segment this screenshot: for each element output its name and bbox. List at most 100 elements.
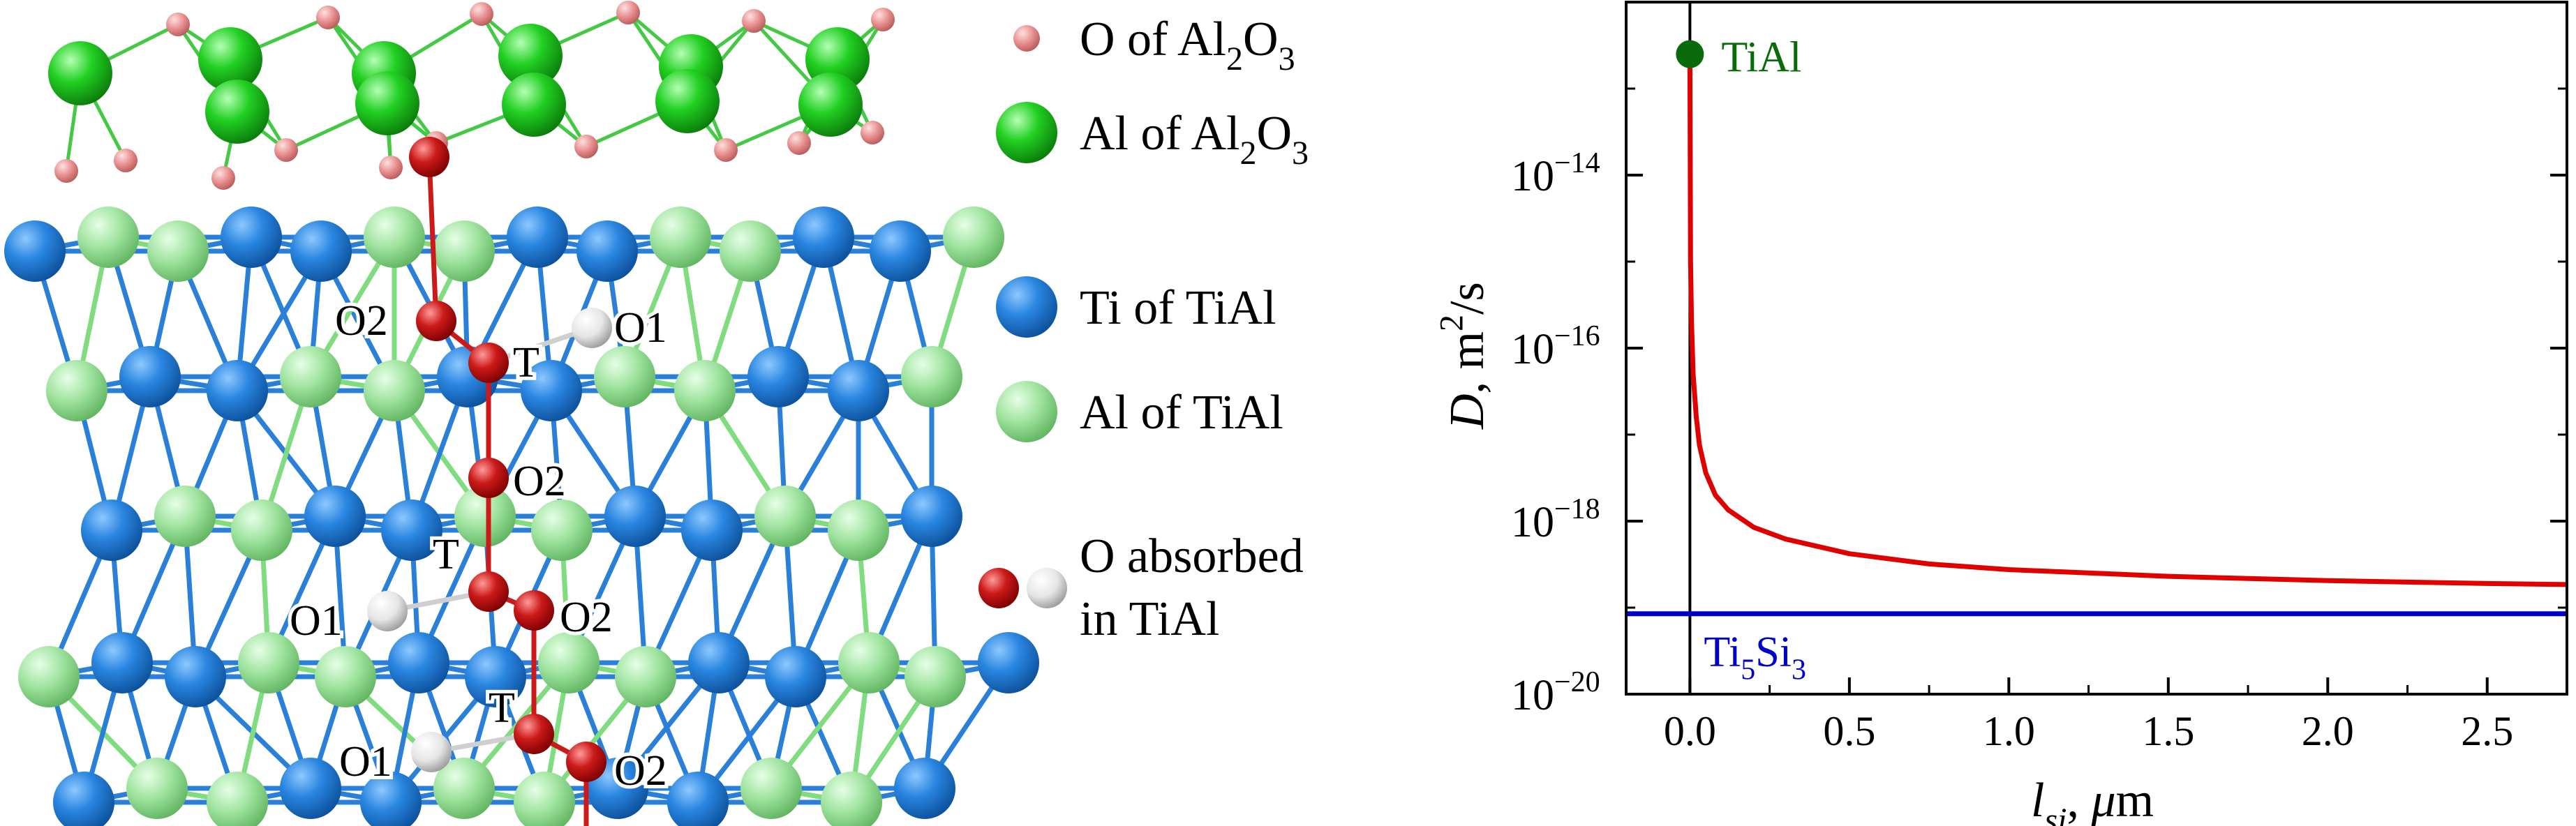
- ti-of-tial-atom: [747, 346, 809, 407]
- ti-of-tial-atom: [894, 758, 955, 819]
- ti-of-tial-atom: [304, 486, 366, 547]
- al-of-tial-atom: [828, 500, 889, 561]
- al-of-tial-atom: [674, 360, 736, 421]
- y-tick-label: 10−16: [1511, 320, 1600, 373]
- plot-frame: [1625, 1, 2568, 696]
- y-tick-label: 10−20: [1511, 666, 1600, 719]
- ti-of-tial-atom: [604, 486, 666, 547]
- al-of-al2o3-atom: [655, 69, 720, 133]
- y-axis: 10−20 10−18 10−16 10−14 D, m2/s: [1434, 1, 2567, 719]
- chart-series: [1626, 2, 2568, 694]
- al-of-al2o3-atom: [798, 73, 863, 137]
- al-of-tial-atom: [280, 346, 341, 407]
- o-absorbed-red-atom: [514, 714, 554, 754]
- ti-of-tial-atom: [290, 220, 352, 282]
- al-of-al2o3-atom: [502, 73, 566, 137]
- site-label: O1: [339, 738, 392, 786]
- al-of-tial-atom: [315, 646, 376, 707]
- legend-marker-ti-tial: [996, 276, 1057, 338]
- al-of-tial-atom: [943, 206, 1004, 268]
- ti-of-tial-atom: [978, 632, 1039, 693]
- o-absorbed-red-atom: [566, 742, 606, 782]
- al-of-tial-atom: [238, 632, 299, 693]
- site-label: T: [513, 339, 539, 386]
- legend-label-o-absorbed-2: in TiAl: [1080, 592, 1219, 646]
- ti-of-tial-atom: [667, 772, 729, 826]
- legend-label-ti-tial: Ti of TiAl: [1080, 281, 1276, 335]
- diffusion-path-segment: [426, 156, 439, 322]
- o-of-al2o3-atom: [742, 9, 766, 33]
- o-absorbed-white-atom: [411, 732, 452, 772]
- site-label: T: [433, 531, 459, 578]
- o-absorbed-red-atom: [416, 301, 456, 341]
- al-of-al2o3-atom: [205, 80, 269, 144]
- y-axis-label: D, m2/s: [1434, 282, 1494, 430]
- al-of-tial-atom: [740, 758, 802, 819]
- ti-of-tial-atom: [901, 486, 962, 547]
- x-axis-label: lsi, μm: [2031, 774, 2154, 826]
- annotation-tial: TiAl: [1721, 34, 1801, 82]
- legend: O of Al2O3 Al of Al2O3 Ti of TiAl Al of TiA…: [978, 13, 1309, 646]
- al-of-tial-atom: [454, 486, 516, 547]
- al-of-tial-atom: [77, 206, 139, 268]
- x-tick-label: 0.0: [1664, 708, 1716, 754]
- ti-of-tial-atom: [4, 220, 66, 282]
- ti-of-tial-atom: [465, 646, 526, 707]
- o-of-al2o3-atom: [114, 149, 137, 172]
- al-of-tial-atom: [46, 360, 107, 421]
- x-tick-label: 1.0: [1983, 708, 2035, 754]
- ti-of-tial-atom: [119, 346, 181, 407]
- ti-of-tial-atom: [507, 206, 568, 268]
- oxygen-diffusion-path: [367, 137, 612, 826]
- ti-of-tial-atom: [221, 206, 282, 268]
- legend-marker-o-al2o3: [1013, 25, 1040, 52]
- x-axis: 0.0 0.5 1.0 1.5 2.0 2.5 lsi, μm: [1664, 677, 2513, 826]
- al-of-tial-atom: [650, 206, 711, 268]
- y-tick-label: 10−14: [1511, 147, 1600, 200]
- x-tick-label: 2.0: [2302, 708, 2354, 754]
- structure-atoms: [4, 1, 1039, 826]
- o-of-al2o3-atom: [861, 121, 884, 144]
- ti-of-tial-atom: [870, 220, 931, 282]
- al-of-tial-atom: [231, 500, 292, 561]
- ti-of-tial-atom: [521, 360, 582, 421]
- al-of-tial-atom: [720, 220, 781, 282]
- ti-of-tial-atom: [360, 772, 422, 826]
- legend-marker-o-red: [978, 568, 1019, 608]
- legend-label-al-tial: Al of TiAl: [1080, 386, 1283, 440]
- al-of-tial-atom: [364, 360, 425, 421]
- legend-marker-al-tial: [996, 381, 1057, 442]
- al-of-tial-atom: [531, 500, 593, 561]
- o-of-al2o3-atom: [316, 6, 340, 29]
- o-absorbed-white-atom: [572, 308, 612, 348]
- al-of-tial-atom: [514, 772, 575, 826]
- x-tick-label: 2.5: [2461, 708, 2513, 754]
- o-of-al2o3-atom: [787, 131, 811, 155]
- o-of-al2o3-atom: [616, 1, 640, 24]
- ti-of-tial-atom: [828, 360, 889, 421]
- site-label: O1: [290, 597, 343, 645]
- al-of-tial-atom: [154, 486, 216, 547]
- al-of-tial-atom: [147, 220, 209, 282]
- al-of-al2o3-atom: [498, 24, 563, 88]
- al-of-al2o3-atom: [48, 41, 112, 105]
- legend-label-o-al2o3: O of Al2O3: [1080, 13, 1295, 77]
- site-label: O2: [513, 458, 566, 505]
- al-of-tial-atom: [538, 632, 600, 693]
- site-label: O2: [335, 297, 388, 345]
- o-of-al2o3-atom: [714, 138, 738, 162]
- ti-of-tial-atom: [165, 646, 226, 707]
- ti-of-tial-atom: [576, 220, 638, 282]
- ti-of-tial-atom: [388, 632, 449, 693]
- y-tick-label: 10−18: [1511, 493, 1600, 546]
- diffusion-chart: 0.0 0.5 1.0 1.5 2.0 2.5 lsi, μm 10−20 10−18 10−1…: [1434, 1, 2568, 826]
- structure-site-labels: O2 T O1 O2 T O1 O2 T O1 O2: [286, 294, 671, 798]
- al-of-al2o3-atom: [198, 27, 262, 91]
- al-of-tial-atom: [901, 346, 962, 407]
- chart-annotations: TiAl Ti5Si3: [1704, 34, 1806, 686]
- ti-of-tial-atom: [765, 646, 826, 707]
- al-of-tial-atom: [904, 646, 966, 707]
- al-of-tial-atom: [433, 758, 495, 819]
- o-of-al2o3-atom: [574, 135, 598, 158]
